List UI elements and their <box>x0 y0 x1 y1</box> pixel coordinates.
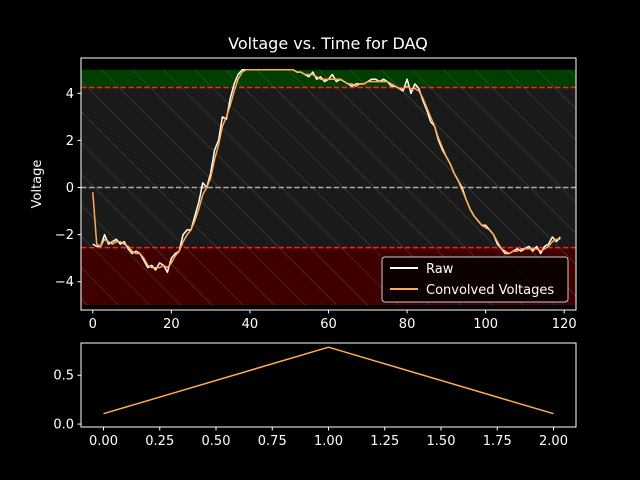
legend-box <box>381 256 569 303</box>
legend-label-convolved: Convolved Voltages <box>426 283 554 298</box>
voltage-y-tick-label: −4 <box>55 275 74 290</box>
kernel-x-tick-label: 1.50 <box>427 434 456 449</box>
chart-title: Voltage vs. Time for DAQ <box>228 34 428 53</box>
kernel-y-tick-label: 0.0 <box>53 418 74 433</box>
kernel-frame <box>80 342 577 428</box>
voltage-y-tick-label: 2 <box>66 134 74 149</box>
kernel-x-tick-label: 0.75 <box>258 434 287 449</box>
kernel-x-tick-label: 1.25 <box>370 434 399 449</box>
voltage-y-tick-label: −2 <box>55 228 74 243</box>
voltage-plot-area <box>81 69 576 306</box>
legend-label-raw: Raw <box>426 262 454 277</box>
voltage-x-tick-label: 100 <box>473 317 498 332</box>
voltage-x-tick-label: 40 <box>242 317 259 332</box>
voltage-x-tick-label: 120 <box>552 317 577 332</box>
y-axis-label: Voltage <box>30 160 45 209</box>
voltage-x-tick-label: 0 <box>89 317 97 332</box>
kernel-x-tick-label: 0.00 <box>89 434 118 449</box>
voltage-band-hatch-1 <box>81 87 576 248</box>
kernel-series-kernel <box>103 346 554 415</box>
voltage-x-tick-label: 80 <box>399 317 416 332</box>
kernel-plot-area <box>103 346 554 415</box>
kernel-x-tick-label: 1.75 <box>483 434 512 449</box>
kernel-y-tick-label: 0.5 <box>53 369 74 384</box>
kernel-x-tick-label: 0.50 <box>202 434 231 449</box>
kernel-plot: 0.00 0.25 0.50 0.75 1.00 1.25 1.50 1.75 2.00 0.0 0… <box>53 342 577 449</box>
voltage-y-tick-label: 4 <box>66 87 74 102</box>
kernel-x-tick-label: 2.00 <box>539 434 568 449</box>
voltage-x-tick-label: 20 <box>163 317 180 332</box>
voltage-plot: 0 20 40 60 80 100 120 −4 −2 0 2 4 <box>55 57 577 332</box>
legend: Raw Convolved Voltages <box>381 256 569 303</box>
voltage-x-tick-label: 60 <box>320 317 337 332</box>
voltage-y-tick-label: 0 <box>66 181 74 196</box>
kernel-x-tick-label: 0.25 <box>145 434 174 449</box>
voltage-series-convolved-voltages <box>92 69 561 269</box>
kernel-x-tick-label: 1.00 <box>314 434 343 449</box>
